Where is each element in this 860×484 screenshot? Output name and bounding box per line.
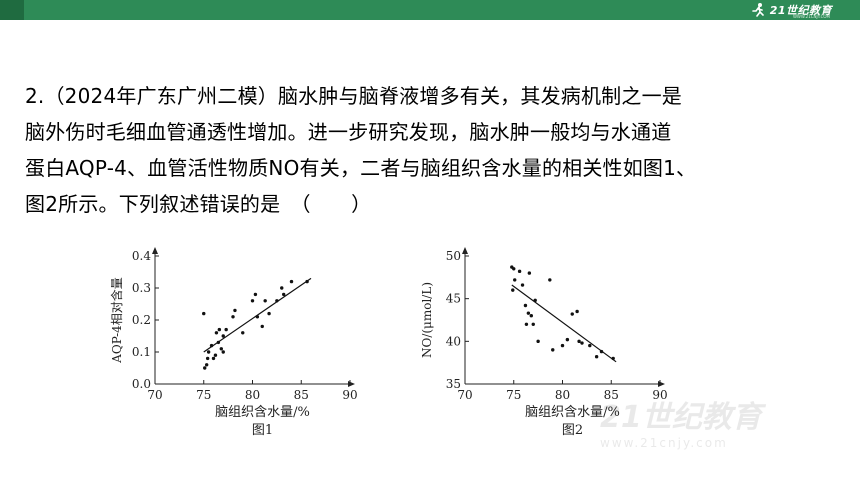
question-line-4: 图2所示。下列叙述错误的是 （ ）	[25, 192, 372, 216]
data-point	[221, 334, 225, 338]
data-point	[263, 299, 267, 303]
x-tick-label: 85	[604, 388, 619, 402]
question-text: 2.（2024年广东广州二模）脑水肿与脑脊液增多有关，其发病机制之一是 脑外伤时…	[25, 78, 845, 222]
data-point	[551, 348, 555, 352]
question-line-1: 2.（2024年广东广州二模）脑水肿与脑脊液增多有关，其发病机制之一是	[25, 84, 682, 108]
top-banner	[0, 0, 860, 20]
y-tick-label: 45	[446, 292, 461, 306]
data-point	[560, 343, 565, 348]
data-point	[524, 322, 529, 326]
data-point	[565, 337, 570, 342]
data-point	[570, 312, 574, 316]
x-tick-label: 90	[652, 388, 667, 402]
figure-1-chart: 70 75 80 85 90 0.0 0.1 0.2 0.3 0.4 脑组织含水量/% AQP-4相对…	[100, 238, 370, 452]
logo-subtext: WWW.21CNJY.COM	[792, 14, 830, 19]
data-point	[548, 278, 552, 282]
y-axis-label: AQP-4相对含量	[109, 277, 124, 364]
x-tick-label: 80	[555, 388, 570, 402]
data-point	[250, 299, 255, 303]
data-point	[594, 354, 599, 359]
data-point	[529, 314, 533, 318]
runner-icon	[751, 3, 764, 17]
data-point	[536, 339, 540, 344]
y-tick-label: 0.0	[132, 377, 151, 391]
data-point	[527, 271, 532, 275]
data-point	[205, 356, 210, 361]
y-tick-label: 0.3	[132, 281, 151, 295]
y-tick-label: 40	[446, 334, 461, 348]
y-tick-label: 0.1	[132, 345, 151, 359]
y-tick-label: 35	[446, 377, 461, 391]
x-axis-arrow	[658, 381, 665, 387]
logo-text: 21世纪教育	[769, 4, 832, 17]
data-point	[526, 311, 531, 315]
question-line-2: 脑外伤时毛细血管通透性增加。进一步研究发现，脑水肿一般均与水通道	[25, 120, 672, 144]
data-point	[241, 331, 245, 335]
data-point	[520, 283, 525, 287]
data-point	[577, 339, 581, 344]
question-line-3: 蛋白AQP-4、血管活性物质NO有关，二者与脑组织含水量的相关性如图1、	[25, 156, 697, 180]
figure-2-svg: 70 75 80 85 90 35 40 45 50 脑组织含水量/% NO/(μmol/L) 图2	[420, 247, 668, 438]
data-point	[282, 292, 286, 297]
data-point	[204, 363, 209, 367]
x-tick-label: 75	[506, 388, 521, 402]
data-point	[267, 311, 271, 316]
data-point	[219, 347, 223, 351]
data-point	[224, 327, 228, 332]
data-point	[289, 279, 294, 284]
y-axis-arrow	[152, 247, 158, 254]
watermark-text: 21世纪教育	[600, 400, 762, 435]
data-point	[260, 324, 264, 329]
x-tick-label: 70	[147, 388, 162, 402]
x-axis-label: 脑组织含水量/%	[215, 404, 310, 420]
x-axis-label: 脑组织含水量/%	[525, 404, 620, 420]
data-point	[213, 353, 218, 357]
data-point	[217, 327, 222, 332]
data-point	[253, 292, 258, 297]
data-point	[203, 366, 207, 370]
data-point	[513, 278, 517, 282]
x-tick-label: 70	[457, 388, 472, 402]
x-axis-arrow	[348, 381, 355, 387]
data-point	[517, 269, 522, 274]
x-tick-label: 75	[196, 388, 211, 402]
data-point	[280, 286, 284, 290]
data-point	[214, 331, 219, 335]
data-point	[221, 350, 225, 354]
y-tick-label: 0.2	[132, 313, 151, 327]
watermark-url: www.21cnjy.com	[600, 436, 728, 450]
data-point	[206, 350, 211, 354]
y-axis-arrow	[462, 247, 468, 254]
site-logo: 21世纪教育	[750, 1, 832, 19]
data-point	[575, 309, 579, 314]
data-point	[588, 343, 592, 348]
y-tick-label: 50	[446, 249, 461, 263]
data-point	[512, 267, 516, 271]
figure-2-chart: 70 75 80 85 90 35 40 45 50 脑组织含水量/% NO/(μmol/L) 图2	[410, 238, 680, 452]
trend-line	[203, 277, 312, 353]
data-point	[531, 322, 535, 326]
banner-accent	[0, 0, 24, 20]
y-tick-label: 0.4	[132, 249, 151, 263]
chart-title: 图2	[562, 423, 583, 438]
x-tick-label: 80	[245, 388, 260, 402]
data-point	[202, 311, 206, 316]
data-point	[231, 315, 235, 319]
data-point	[211, 356, 216, 361]
y-axis-label: NO/(μmol/L)	[420, 282, 434, 358]
data-point	[523, 303, 528, 308]
data-point	[233, 308, 237, 313]
x-tick-label: 90	[342, 388, 357, 402]
data-point	[511, 288, 515, 292]
watermark: 21世纪教育 www.21cnjy.com	[600, 392, 840, 450]
figure-1-svg: 70 75 80 85 90 0.0 0.1 0.2 0.3 0.4 脑组织含水量/% AQP-4相对…	[109, 247, 358, 438]
trend-line	[511, 284, 617, 363]
x-tick-label: 85	[294, 388, 309, 402]
data-point	[580, 341, 584, 345]
chart-title: 图1	[252, 423, 273, 438]
